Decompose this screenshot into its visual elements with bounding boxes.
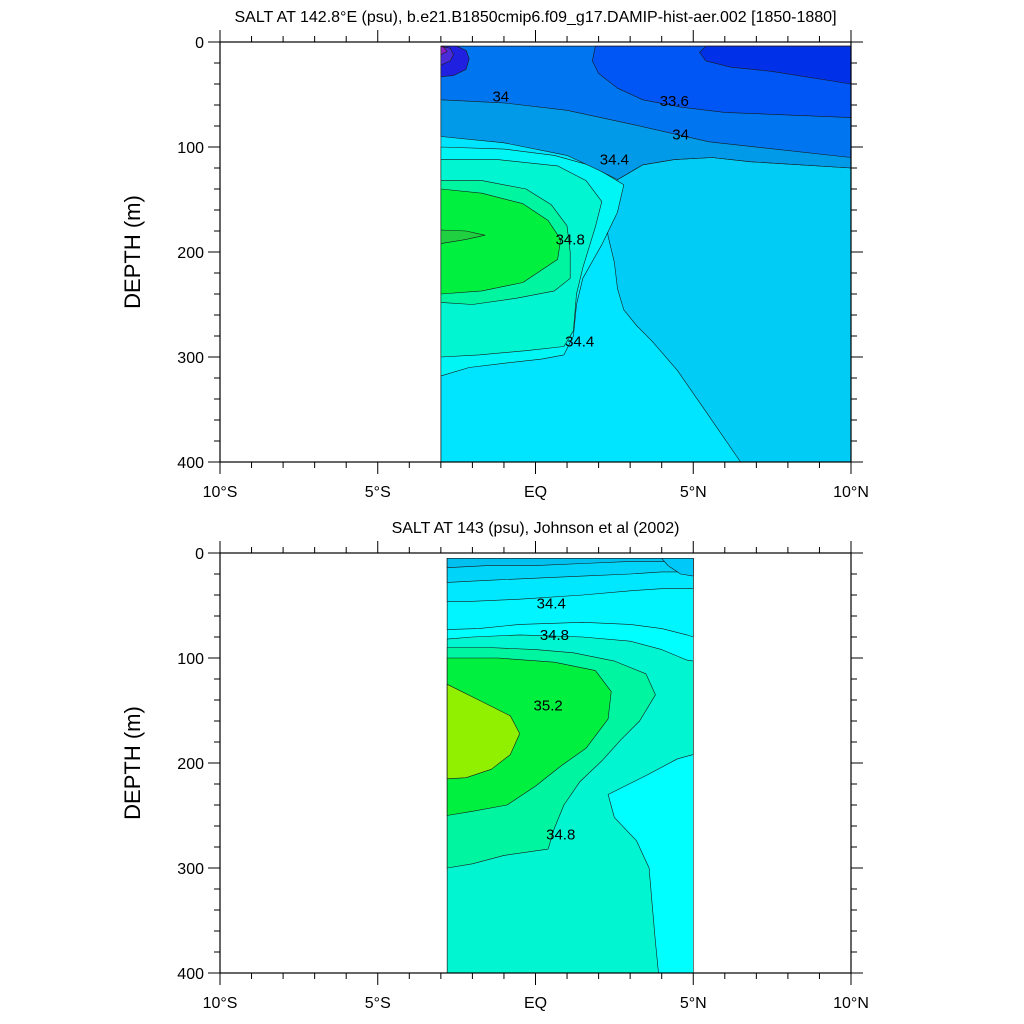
x-tick-label: 5°N bbox=[680, 484, 707, 501]
contour-region-11 bbox=[699, 45, 852, 85]
x-tick-label: 5°S bbox=[365, 995, 391, 1012]
contour-label: 34.8 bbox=[546, 826, 575, 843]
y-axis-label: DEPTH (m) bbox=[120, 706, 145, 820]
y-tick-label: 300 bbox=[177, 861, 204, 878]
panel-title: SALT AT 143 (psu), Johnson et al (2002) bbox=[392, 520, 680, 537]
contour-label: 34.4 bbox=[565, 333, 594, 350]
contour-label: 34.8 bbox=[540, 627, 569, 644]
x-tick-label: 10°S bbox=[203, 995, 238, 1012]
contour-region-7 bbox=[440, 229, 486, 244]
panel-2: 0 100 200 300 400 10°S 5°S EQ 5°N 10°N 34.4 34.8 35.… bbox=[120, 520, 869, 1012]
contour-label: 34.4 bbox=[537, 595, 566, 612]
contour-region-4 bbox=[446, 657, 612, 816]
contour-region-14 bbox=[440, 45, 448, 55]
contour-region-5 bbox=[446, 683, 521, 780]
panel-1: 0 100 200 300 400 10°S 5°S EQ 5°N 10°N 34 33.6 34 34.… bbox=[120, 9, 869, 501]
y-tick-label: 0 bbox=[195, 35, 204, 52]
y-tick-label: 300 bbox=[177, 350, 204, 367]
contour-label: 33.6 bbox=[660, 93, 689, 110]
y-tick-label: 200 bbox=[177, 245, 204, 262]
y-tick-label: 100 bbox=[177, 140, 204, 157]
contour-label: 35.2 bbox=[534, 697, 563, 714]
x-tick-label: 5°N bbox=[680, 995, 707, 1012]
x-tick-label: 10°N bbox=[833, 484, 869, 501]
x-tick-label: EQ bbox=[524, 484, 547, 501]
y-tick-label: 400 bbox=[177, 966, 204, 983]
contour-label: 34 bbox=[492, 89, 509, 106]
y-tick-label: 0 bbox=[195, 546, 204, 563]
x-tick-label: 10°N bbox=[833, 995, 869, 1012]
contour-label: 34.8 bbox=[556, 231, 585, 248]
y-tick-label: 400 bbox=[177, 455, 204, 472]
x-tick-label: EQ bbox=[524, 995, 547, 1012]
contour-region-10 bbox=[661, 557, 694, 577]
x-tick-label: 5°S bbox=[365, 484, 391, 501]
x-tick-label: 10°S bbox=[203, 484, 238, 501]
contour-region-9 bbox=[446, 557, 694, 569]
y-tick-label: 100 bbox=[177, 651, 204, 668]
y-tick-label: 200 bbox=[177, 756, 204, 773]
contour-label: 34.4 bbox=[600, 152, 629, 169]
contour-region-6 bbox=[440, 188, 562, 295]
panel-title: SALT AT 142.8°E (psu), b.e21.B1850cmip6.… bbox=[234, 9, 836, 26]
contour-label: 34 bbox=[672, 126, 689, 143]
y-axis-label: DEPTH (m) bbox=[120, 195, 145, 309]
